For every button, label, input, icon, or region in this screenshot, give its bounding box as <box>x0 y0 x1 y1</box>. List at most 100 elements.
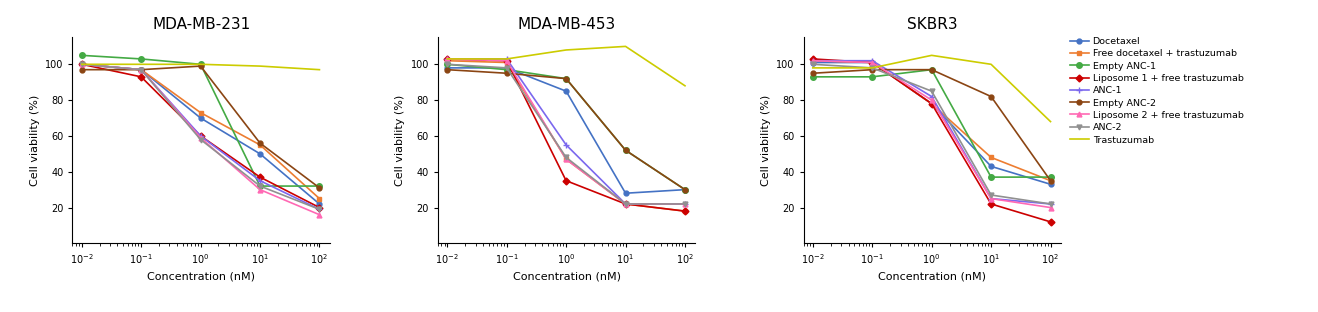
Line: Empty ANC-2: Empty ANC-2 <box>444 67 688 192</box>
Docetaxel <box>924 102 940 105</box>
Trastuzumab <box>1043 120 1058 124</box>
Free docetaxel + trastuzumab <box>865 61 880 64</box>
Line: Docetaxel: Docetaxel <box>444 66 688 196</box>
X-axis label: Concentration (nM): Concentration (nM) <box>513 272 621 282</box>
Trastuzumab <box>865 66 880 70</box>
Liposome 2 + free trastuzumab <box>805 59 821 63</box>
ANC-1 <box>924 95 940 98</box>
ANC-2 <box>74 62 90 66</box>
Free docetaxel + trastuzumab <box>498 61 514 64</box>
Free docetaxel + trastuzumab <box>618 202 634 206</box>
Docetaxel <box>805 61 821 64</box>
Line: Docetaxel: Docetaxel <box>811 60 1053 187</box>
X-axis label: Concentration (nM): Concentration (nM) <box>148 272 256 282</box>
Empty ANC-1 <box>1043 175 1058 179</box>
Free docetaxel + trastuzumab <box>133 68 149 71</box>
Line: Liposome 1 + free trastuzumab: Liposome 1 + free trastuzumab <box>811 56 1053 224</box>
Liposome 1 + free trastuzumab <box>1043 220 1058 224</box>
ANC-1 <box>498 57 514 61</box>
Liposome 2 + free trastuzumab <box>74 62 90 66</box>
Docetaxel <box>74 62 90 66</box>
Empty ANC-2 <box>192 64 208 68</box>
Empty ANC-1 <box>439 62 455 66</box>
Docetaxel <box>192 116 208 120</box>
Empty ANC-1 <box>74 53 90 57</box>
Line: Free docetaxel + trastuzumab: Free docetaxel + trastuzumab <box>444 58 688 213</box>
Liposome 2 + free trastuzumab <box>252 188 268 192</box>
Empty ANC-1 <box>805 75 821 79</box>
ANC-1 <box>74 62 90 66</box>
Empty ANC-2 <box>559 77 575 80</box>
Line: Trastuzumab: Trastuzumab <box>82 64 319 70</box>
Liposome 2 + free trastuzumab <box>133 68 149 71</box>
Free docetaxel + trastuzumab <box>192 111 208 115</box>
Empty ANC-1 <box>192 62 208 66</box>
Empty ANC-1 <box>133 57 149 61</box>
Free docetaxel + trastuzumab <box>74 62 90 66</box>
Empty ANC-1 <box>865 75 880 79</box>
Title: MDA-MB-453: MDA-MB-453 <box>518 17 616 32</box>
Line: Free docetaxel + trastuzumab: Free docetaxel + trastuzumab <box>811 58 1053 183</box>
Line: Liposome 2 + free trastuzumab: Liposome 2 + free trastuzumab <box>444 56 688 207</box>
ANC-1 <box>559 143 575 147</box>
Line: Empty ANC-1: Empty ANC-1 <box>79 52 322 189</box>
Liposome 2 + free trastuzumab <box>311 213 327 217</box>
Liposome 2 + free trastuzumab <box>439 57 455 61</box>
ANC-1 <box>133 68 149 71</box>
Liposome 1 + free trastuzumab <box>983 202 999 206</box>
Empty ANC-2 <box>924 68 940 71</box>
Empty ANC-2 <box>618 149 634 152</box>
Legend: Docetaxel, Free docetaxel + trastuzumab, Empty ANC-1, Liposome 1 + free trastuzu: Docetaxel, Free docetaxel + trastuzumab,… <box>1066 33 1247 148</box>
Free docetaxel + trastuzumab <box>677 209 693 213</box>
Liposome 1 + free trastuzumab <box>924 102 940 105</box>
Docetaxel <box>439 66 455 70</box>
ANC-2 <box>865 66 880 70</box>
Y-axis label: Cell viability (%): Cell viability (%) <box>760 95 771 186</box>
Line: ANC-1: ANC-1 <box>444 56 688 207</box>
Empty ANC-1 <box>618 149 634 152</box>
Free docetaxel + trastuzumab <box>983 156 999 159</box>
Y-axis label: Cell viability (%): Cell viability (%) <box>395 95 405 186</box>
Line: Empty ANC-2: Empty ANC-2 <box>79 64 322 190</box>
Free docetaxel + trastuzumab <box>805 59 821 63</box>
Empty ANC-1 <box>311 184 327 188</box>
Line: Trastuzumab: Trastuzumab <box>447 46 685 86</box>
ANC-2 <box>805 62 821 66</box>
Liposome 2 + free trastuzumab <box>559 157 575 161</box>
Line: Free docetaxel + trastuzumab: Free docetaxel + trastuzumab <box>79 62 322 201</box>
Docetaxel <box>252 152 268 156</box>
X-axis label: Concentration (nM): Concentration (nM) <box>878 272 986 282</box>
Title: SKBR3: SKBR3 <box>907 17 958 32</box>
Liposome 1 + free trastuzumab <box>192 134 208 138</box>
Free docetaxel + trastuzumab <box>439 59 455 63</box>
Trastuzumab <box>805 66 821 70</box>
Liposome 2 + free trastuzumab <box>983 197 999 201</box>
Liposome 2 + free trastuzumab <box>924 98 940 102</box>
Liposome 2 + free trastuzumab <box>498 59 514 63</box>
Trastuzumab <box>618 45 634 48</box>
Trastuzumab <box>311 68 327 71</box>
ANC-2 <box>133 68 149 71</box>
Trastuzumab <box>439 57 455 61</box>
Trastuzumab <box>924 53 940 57</box>
Empty ANC-1 <box>677 188 693 192</box>
Empty ANC-2 <box>133 68 149 71</box>
Liposome 1 + free trastuzumab <box>805 57 821 61</box>
Empty ANC-1 <box>924 68 940 71</box>
Line: ANC-2: ANC-2 <box>811 62 1053 207</box>
Free docetaxel + trastuzumab <box>252 143 268 147</box>
Line: ANC-1: ANC-1 <box>809 57 1054 207</box>
Line: Trastuzumab: Trastuzumab <box>813 55 1050 122</box>
Trastuzumab <box>133 62 149 66</box>
Trastuzumab <box>498 57 514 61</box>
Liposome 2 + free trastuzumab <box>192 136 208 139</box>
Line: ANC-1: ANC-1 <box>78 61 323 213</box>
Empty ANC-1 <box>498 68 514 71</box>
ANC-1 <box>252 179 268 183</box>
Empty ANC-2 <box>311 186 327 190</box>
ANC-2 <box>677 202 693 206</box>
Liposome 1 + free trastuzumab <box>311 206 327 209</box>
Y-axis label: Cell viability (%): Cell viability (%) <box>29 95 40 186</box>
Liposome 2 + free trastuzumab <box>677 202 693 206</box>
Liposome 1 + free trastuzumab <box>618 202 634 206</box>
